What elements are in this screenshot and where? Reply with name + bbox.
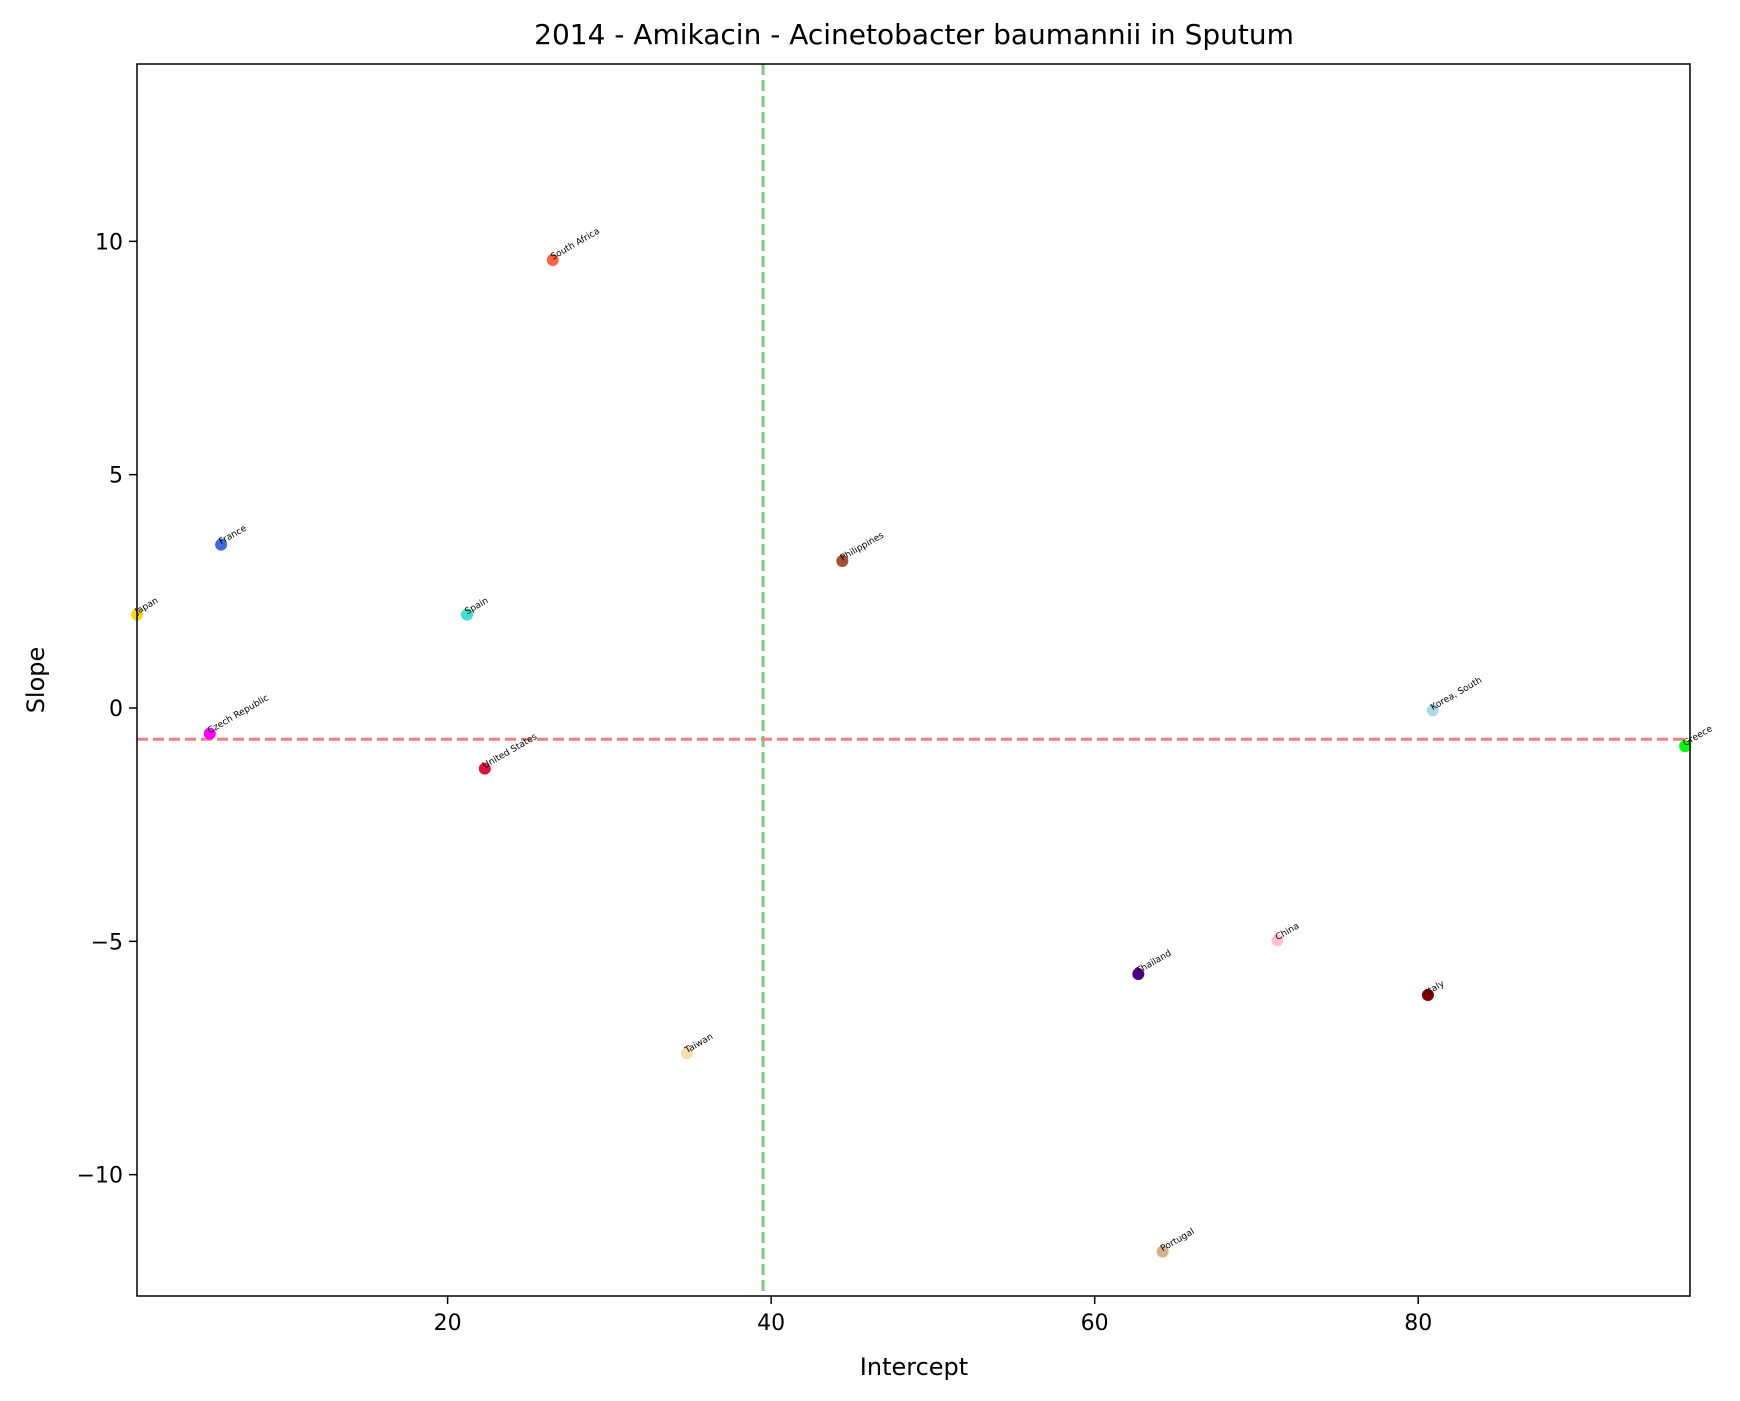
- data-point: [1132, 968, 1145, 980]
- x-axis-label: Intercept: [860, 1353, 968, 1381]
- plot-frame: [137, 64, 1690, 1296]
- y-tick-label: 5: [109, 464, 123, 489]
- reference-lines: [137, 64, 1690, 1296]
- data-point: [681, 1047, 694, 1060]
- data-point: [1156, 1245, 1169, 1258]
- y-tick-label: 10: [95, 230, 123, 255]
- y-axis: −10 −5 0 5 10: [77, 230, 137, 1189]
- data-point: [203, 727, 216, 740]
- data-point: [215, 538, 228, 551]
- x-tick-label: 40: [757, 1311, 785, 1336]
- data-point: [1679, 740, 1692, 753]
- data-point: [1421, 989, 1434, 1001]
- plot-border: [136, 63, 1691, 1297]
- x-tick-label: 60: [1081, 1311, 1109, 1336]
- data-point: [1426, 704, 1439, 717]
- data-point: [461, 608, 474, 621]
- chart-title: 2014 - Amikacin - Acinetobacter baumanni…: [534, 18, 1294, 51]
- x-axis: 20 40 60 80: [434, 1296, 1432, 1336]
- y-tick-label: −5: [91, 930, 123, 955]
- x-tick-label: 20: [434, 1311, 462, 1336]
- data-point: [478, 762, 491, 775]
- data-point: [546, 254, 559, 266]
- y-tick-label: −10: [77, 1164, 123, 1189]
- data-points: [131, 254, 1692, 1258]
- x-tick-label: 80: [1404, 1311, 1432, 1336]
- y-axis-label: Slope: [22, 647, 50, 714]
- data-point: [836, 555, 849, 567]
- y-tick-label: 0: [109, 697, 123, 722]
- data-point: [1271, 934, 1284, 947]
